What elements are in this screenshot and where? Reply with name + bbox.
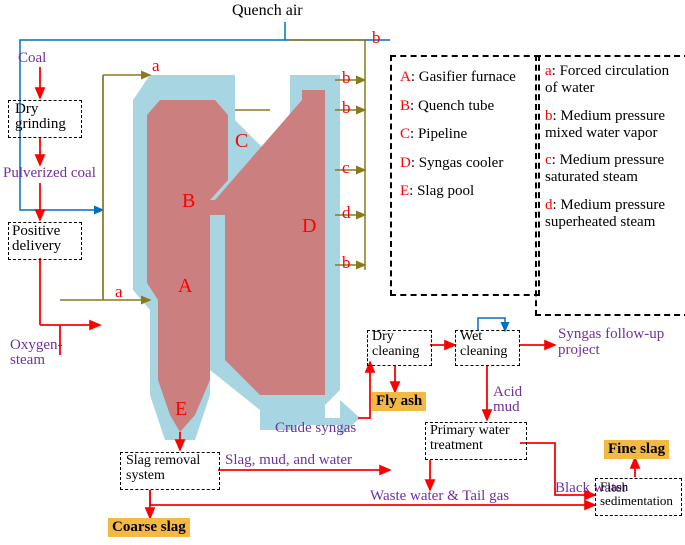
acid-mud-label: Acidmud [493,385,522,415]
wet-cleaning-label: Wetcleaning [460,330,507,359]
stream-b2: b [342,68,351,88]
flash-sed-label: Flashsedimentation [600,480,673,507]
syngas-followup-label: Syngas follow-upproject [558,327,664,359]
component-C: C [235,130,248,153]
component-D: D [302,215,316,238]
legend-c: Medium pressure saturated steam [545,152,664,185]
slag-removal-label: Slag removalsystem [126,454,200,483]
crude-syngas-label: Crude syngas [275,420,356,437]
stream-b3: b [342,98,351,118]
legend-a: Forced circulation of water [545,63,669,96]
stream-a2: a [115,282,123,302]
dry-cleaning-label: Drycleaning [372,330,419,359]
fly-ash-label: Fly ash [372,392,426,411]
legend-components: A: Gasifier furnace B: Quench tube C: Pi… [390,55,540,296]
component-A: A [178,275,192,298]
legend-C: Pipeline [418,126,467,142]
stream-b4: b [342,253,351,273]
quench-air-label: Quench air [232,2,303,20]
stream-d: d [342,203,351,223]
waste-water-label: Waste water & Tail gas [370,488,509,505]
component-B: B [182,190,195,213]
slag-mud-water-label: Slag, mud, and water [225,452,352,469]
stream-c: c [342,158,350,178]
legend-A: Gasifier furnace [419,69,516,85]
legend-streams: a: Forced circulation of water b: Medium… [535,55,685,316]
legend-B: Quench tube [418,98,494,114]
coarse-slag-label: Coarse slag [108,518,190,537]
pulverized-coal-label: Pulverized coal [3,165,96,182]
legend-b: Medium pressure mixed water vapor [545,108,665,141]
dry-grinding-label: Drygrinding [15,102,66,132]
stream-a1: a [152,56,160,76]
coal-label: Coal [18,50,46,67]
legend-d: Medium pressure superheated steam [545,197,665,230]
oxygen-steam-label: Oxygen-steam [10,338,63,368]
stream-b1: b [372,28,381,48]
fine-slag-label: Fine slag [604,440,669,459]
legend-E: Slag pool [417,183,474,199]
legend-D: Syngas cooler [419,155,504,171]
component-E: E [175,398,187,421]
positive-delivery-label: Positivedelivery [12,224,61,254]
primary-water-label: Primary watertreatment [430,424,510,453]
